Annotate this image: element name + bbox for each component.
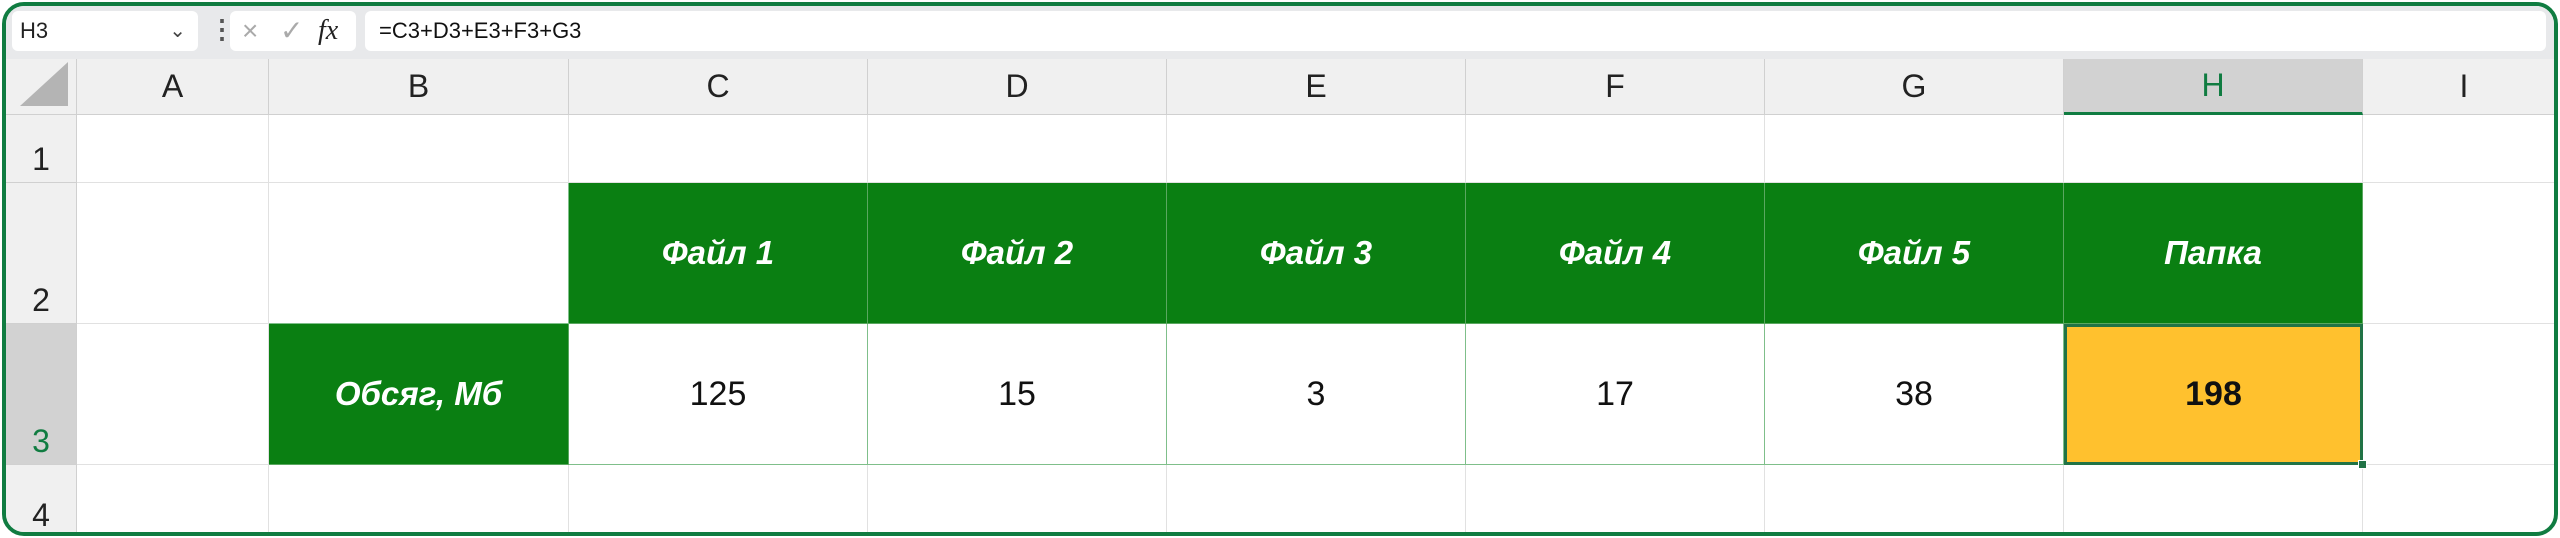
cell-i4[interactable]: [2363, 465, 2554, 532]
cell-e4[interactable]: [1167, 465, 1466, 532]
column-header-g[interactable]: G: [1765, 59, 2064, 115]
check-icon[interactable]: ✓: [280, 15, 304, 46]
cell-b4[interactable]: [269, 465, 569, 532]
value-cell-c3[interactable]: 125: [569, 324, 868, 465]
formula-buttons: × ✓ fx: [230, 11, 356, 51]
cell-e1[interactable]: [1167, 115, 1466, 183]
cell-c1[interactable]: [569, 115, 868, 183]
row-label-cell[interactable]: Обсяг, Мб: [269, 324, 569, 465]
select-all-triangle-icon: [20, 62, 68, 106]
chevron-down-icon[interactable]: ⌄: [169, 20, 186, 42]
cell-b1[interactable]: [269, 115, 569, 183]
cell-i2[interactable]: [2363, 183, 2554, 324]
row-header-1[interactable]: 1: [6, 115, 77, 183]
column-header-b[interactable]: B: [269, 59, 569, 115]
column-header-e[interactable]: E: [1167, 59, 1466, 115]
cell-a2[interactable]: [77, 183, 269, 324]
name-box[interactable]: H3 ⌄: [12, 11, 198, 51]
cell-i1[interactable]: [2363, 115, 2554, 183]
cell-h4[interactable]: [2064, 465, 2363, 532]
header-cell-f2[interactable]: Файл 4: [1466, 183, 1765, 324]
fx-icon[interactable]: fx: [318, 15, 339, 46]
header-cell-g2[interactable]: Файл 5: [1765, 183, 2064, 324]
row-header-3[interactable]: 3: [6, 324, 77, 465]
cell-a3[interactable]: [77, 324, 269, 465]
cell-a1[interactable]: [77, 115, 269, 183]
name-box-value: H3: [20, 18, 49, 43]
cell-b2[interactable]: [269, 183, 569, 324]
column-header-i[interactable]: I: [2363, 59, 2554, 115]
value-cell-f3[interactable]: 17: [1466, 324, 1765, 465]
fill-handle[interactable]: [2358, 460, 2367, 469]
cell-d1[interactable]: [868, 115, 1167, 183]
header-cell-h2[interactable]: Папка: [2064, 183, 2363, 324]
value-cell-d3[interactable]: 15: [868, 324, 1167, 465]
formula-input[interactable]: =C3+D3+E3+F3+G3: [365, 11, 2546, 51]
select-all-button[interactable]: [6, 59, 77, 115]
column-header-f[interactable]: F: [1466, 59, 1765, 115]
column-header-a[interactable]: A: [77, 59, 269, 115]
header-cell-d2[interactable]: Файл 2: [868, 183, 1167, 324]
column-header-c[interactable]: C: [569, 59, 868, 115]
value-cell-g3[interactable]: 38: [1765, 324, 2064, 465]
header-cell-c2[interactable]: Файл 1: [569, 183, 868, 324]
value-cell-e3[interactable]: 3: [1167, 324, 1466, 465]
row-header-4[interactable]: 4: [6, 465, 77, 532]
cell-g1[interactable]: [1765, 115, 2064, 183]
cell-h1[interactable]: [2064, 115, 2363, 183]
formula-bar: H3 ⌄ ⋮ × ✓ fx =C3+D3+E3+F3+G3: [6, 6, 2554, 59]
cancel-icon[interactable]: ×: [242, 15, 259, 46]
column-header-d[interactable]: D: [868, 59, 1167, 115]
cell-d4[interactable]: [868, 465, 1167, 532]
column-header-h[interactable]: H: [2064, 59, 2363, 115]
cell-i3[interactable]: [2363, 324, 2554, 465]
total-cell-h3[interactable]: 198: [2064, 324, 2363, 465]
cell-a4[interactable]: [77, 465, 269, 532]
header-cell-e2[interactable]: Файл 3: [1167, 183, 1466, 324]
cell-f1[interactable]: [1466, 115, 1765, 183]
cell-f4[interactable]: [1466, 465, 1765, 532]
row-header-2[interactable]: 2: [6, 183, 77, 324]
cell-c4[interactable]: [569, 465, 868, 532]
cell-g4[interactable]: [1765, 465, 2064, 532]
